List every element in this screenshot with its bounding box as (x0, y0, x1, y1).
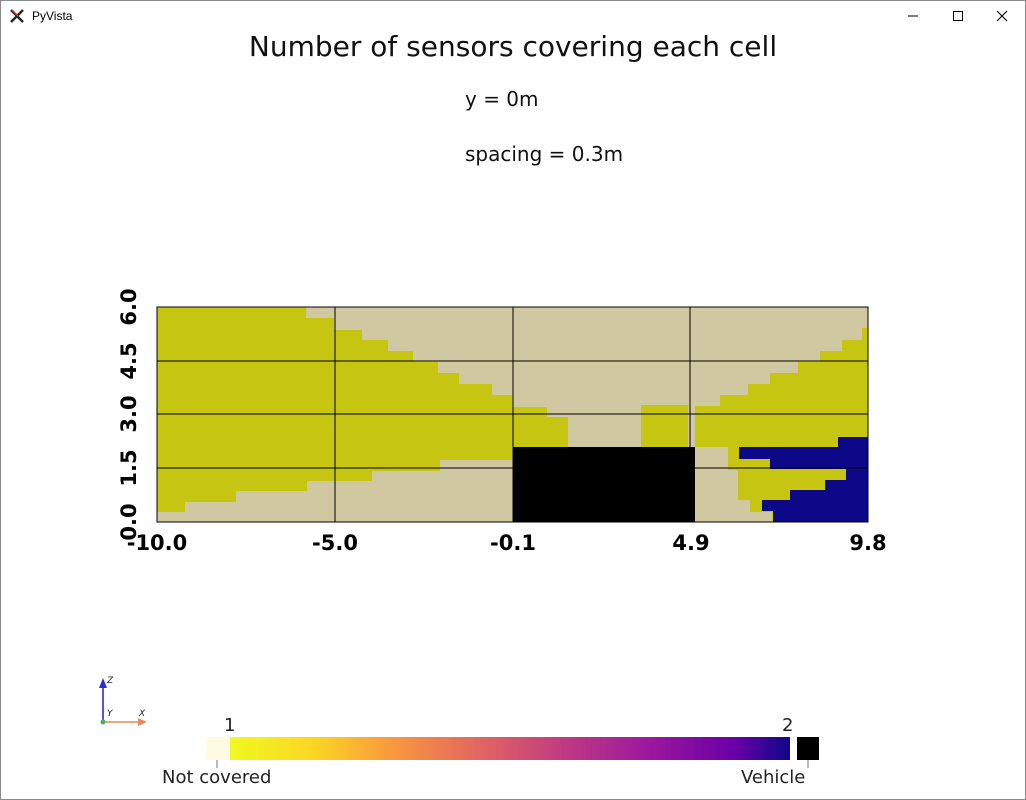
colorbar (206, 737, 819, 768)
single-coverage-region-right (695, 328, 868, 522)
single-coverage-region-left (157, 307, 568, 512)
x-tick-label: 4.9 (672, 531, 709, 555)
plot-grid (156, 306, 869, 523)
y-position-text: y = 0m (465, 87, 539, 111)
window-title: PyVista (32, 9, 73, 23)
maximize-button[interactable] (935, 1, 981, 31)
colorbar-min-label: 1 (224, 715, 236, 736)
z-axis-label: Z (106, 676, 114, 686)
x-tick-label: -10.0 (127, 531, 188, 555)
y-axis-label: Y (107, 709, 114, 719)
vehicle-swatch (797, 737, 819, 760)
colorbar-max-label: 2 (782, 715, 794, 736)
x-axis-arrow-icon (138, 718, 147, 726)
vehicle-label: Vehicle (741, 767, 806, 788)
close-button[interactable] (979, 1, 1025, 31)
y-tick-label: 4.5 (117, 342, 141, 379)
minimize-icon (908, 15, 918, 17)
y-axis-point-icon (100, 719, 106, 725)
y-tick-label: 3.0 (117, 395, 141, 432)
not-covered-swatch (206, 737, 230, 760)
spacing-text: spacing = 0.3m (465, 142, 624, 166)
close-icon (996, 10, 1008, 22)
orientation-axes-widget[interactable]: Z Y X (99, 676, 147, 726)
x-tick-label: -0.1 (490, 531, 536, 555)
single-coverage-region-center (641, 405, 688, 447)
double-coverage-region (739, 437, 868, 522)
z-axis-arrow-icon (99, 678, 107, 688)
x-axis-label: X (138, 709, 146, 719)
coverage-gradient-bar (230, 737, 790, 760)
not-covered-label: Not covered (162, 767, 272, 788)
y-tick-label: 1.5 (117, 449, 141, 486)
y-tick-label: 0.0 (117, 503, 141, 540)
title-bar[interactable]: PyVista (1, 1, 1025, 31)
maximize-icon (953, 11, 963, 21)
y-tick-label: 6.0 (117, 288, 141, 325)
x-tick-label: -5.0 (312, 531, 358, 555)
x-tick-label: 9.8 (849, 531, 886, 555)
vehicle-block (513, 447, 695, 522)
pyvista-logo-icon (10, 9, 24, 23)
minimize-button[interactable] (890, 1, 936, 31)
plot-title: Number of sensors covering each cell (248, 30, 778, 63)
